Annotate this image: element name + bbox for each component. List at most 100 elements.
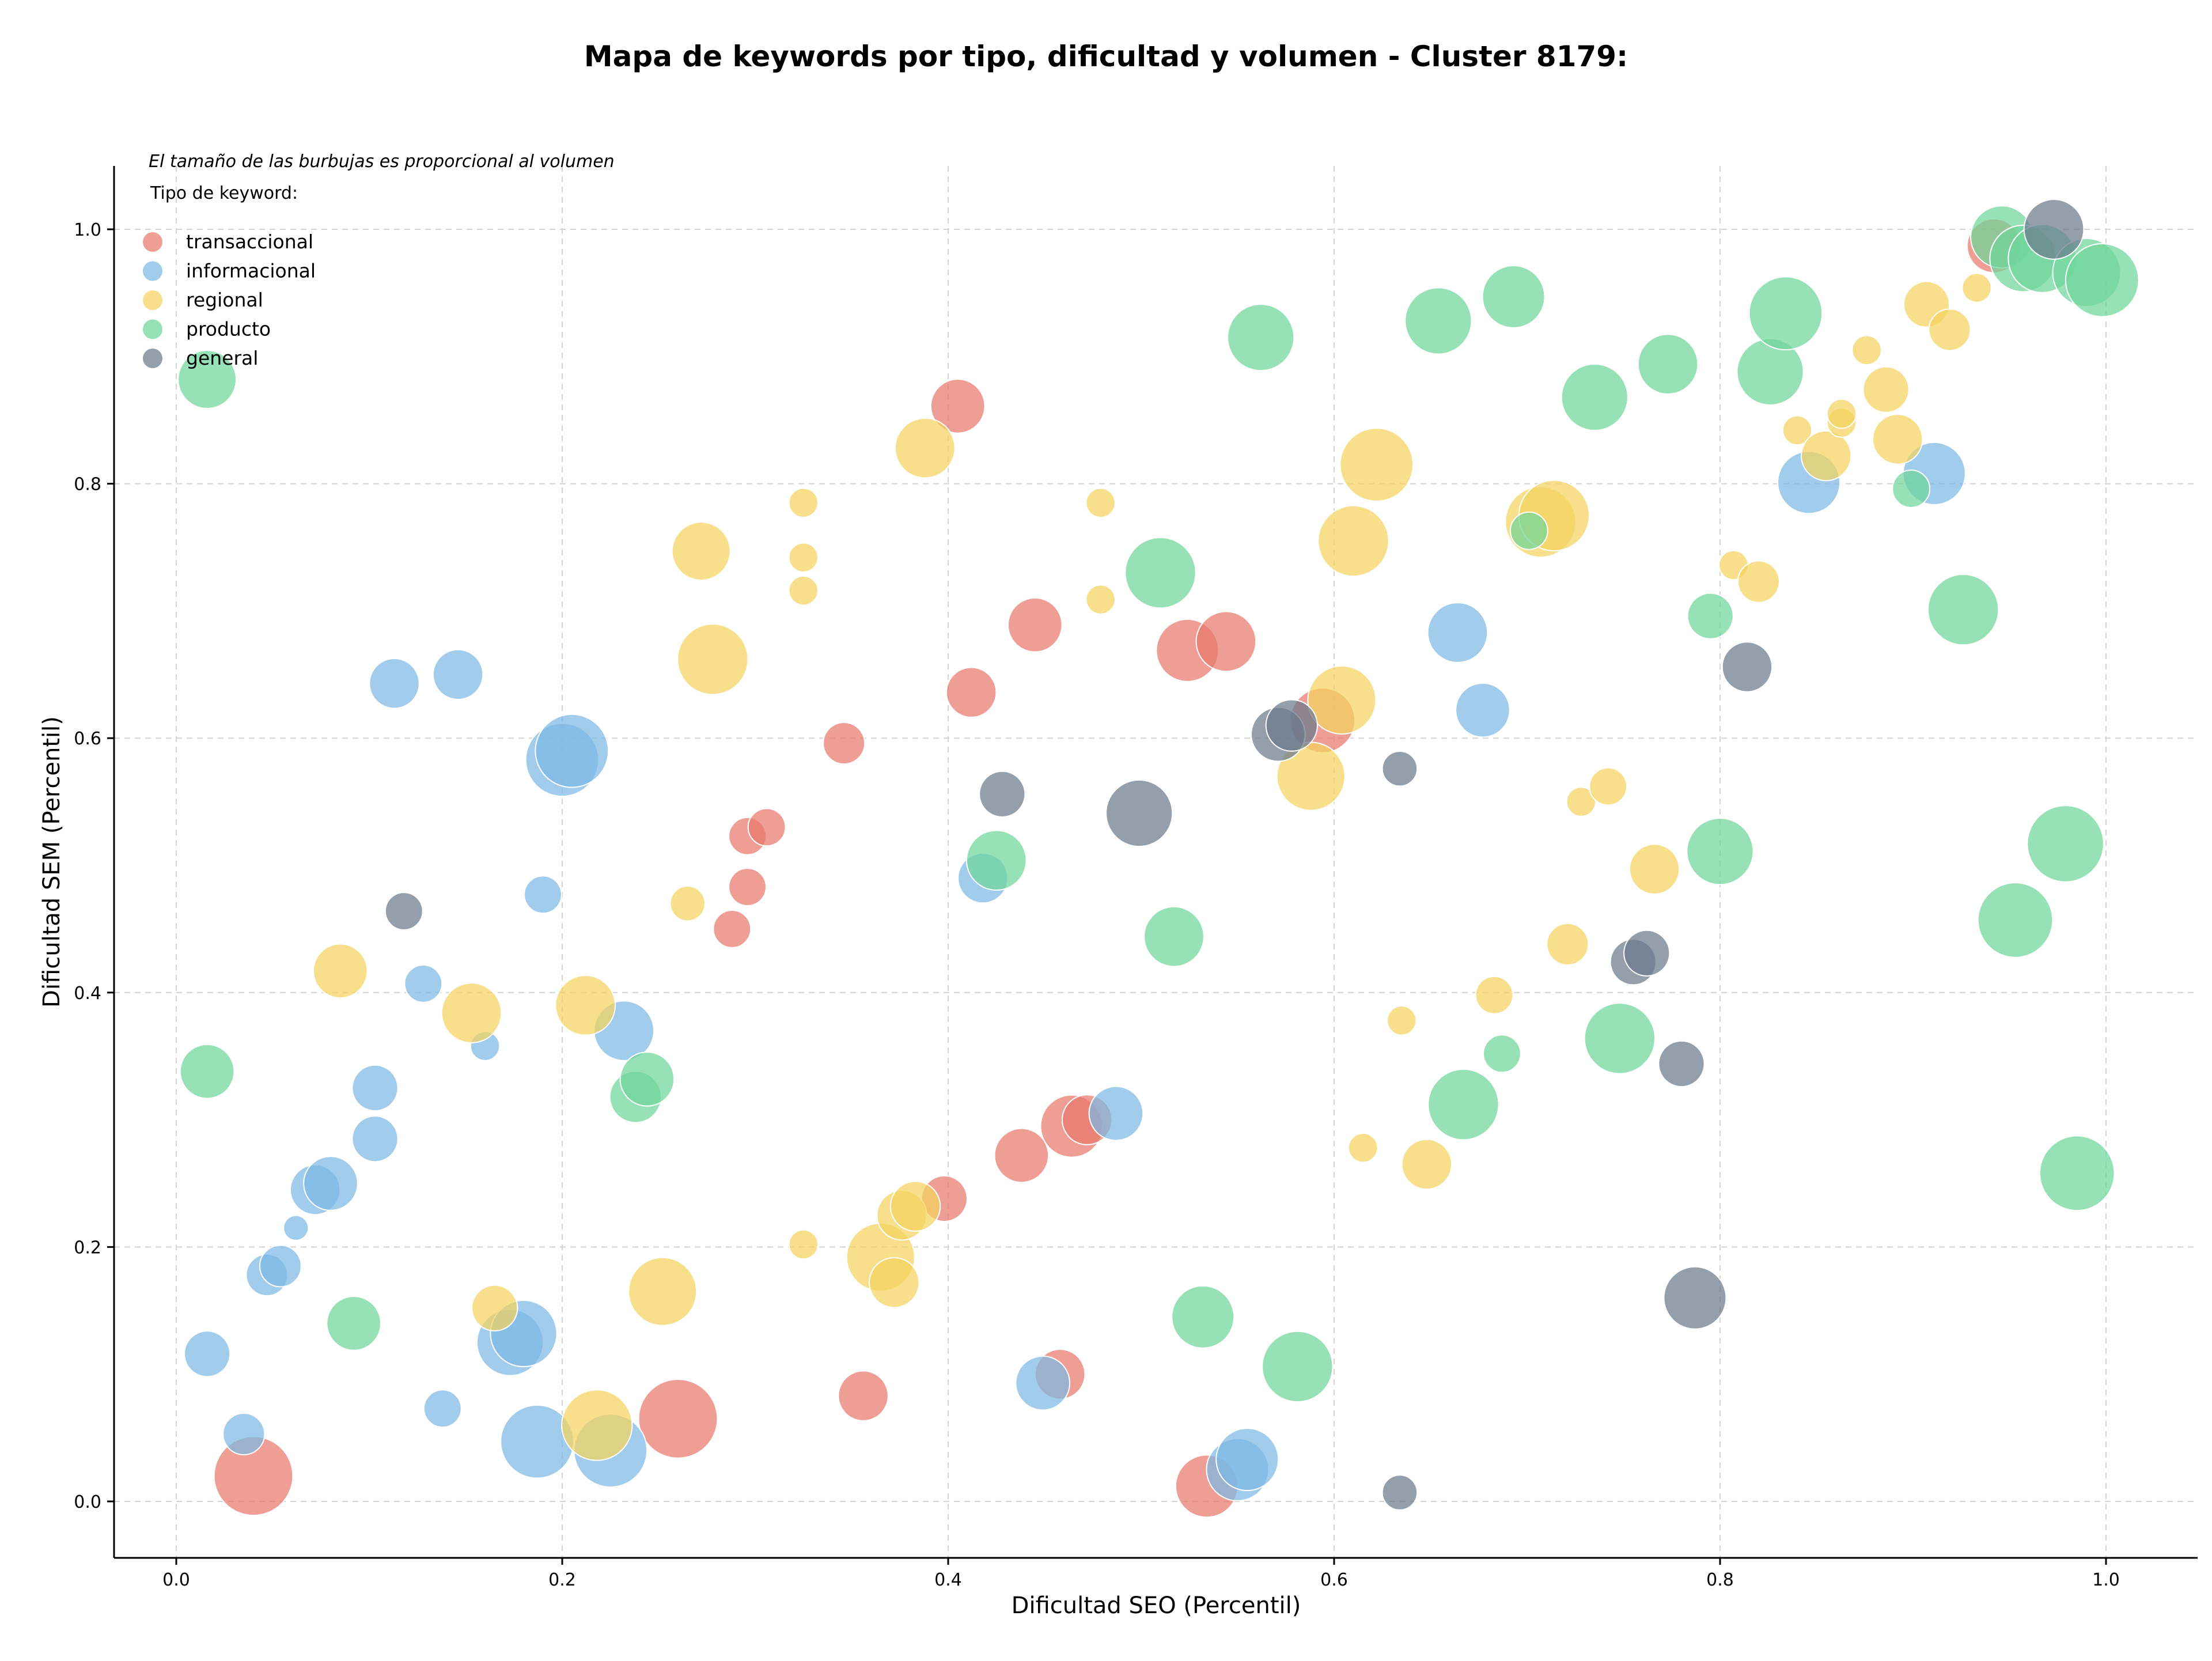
bubble-producto[interactable] [179, 1043, 235, 1099]
bubble-regional[interactable] [1307, 665, 1377, 735]
bubble-regional[interactable] [561, 1389, 633, 1461]
bubble-informacional[interactable] [283, 1214, 309, 1241]
bubble-regional[interactable] [1317, 505, 1389, 577]
bubble-producto[interactable] [2065, 243, 2139, 317]
bubble-informacional[interactable] [351, 1064, 399, 1112]
bubble-general[interactable] [1381, 1474, 1418, 1511]
bubble-producto[interactable] [1143, 906, 1205, 967]
bubble-general[interactable] [1265, 699, 1318, 752]
bubble-informacional[interactable] [222, 1412, 266, 1455]
bubble-producto[interactable] [2027, 805, 2104, 883]
bubble-producto[interactable] [1262, 1330, 1334, 1403]
bubble-producto[interactable] [1509, 511, 1548, 550]
bubble-producto[interactable] [177, 350, 237, 409]
bubble-informacional[interactable] [259, 1244, 302, 1288]
bubble-informacional[interactable] [432, 649, 484, 701]
bubble-regional[interactable] [1801, 430, 1852, 482]
bubble-producto[interactable] [1482, 265, 1546, 329]
bubble-regional[interactable] [1566, 786, 1597, 817]
bubble-regional[interactable] [1085, 584, 1116, 615]
bubble-general[interactable] [1721, 641, 1773, 693]
bubble-general[interactable] [384, 892, 423, 930]
bubble-producto[interactable] [1686, 818, 1754, 886]
bubble-regional[interactable] [1387, 1005, 1417, 1036]
bubble-informacional[interactable] [303, 1156, 358, 1211]
bubble-informacional[interactable] [1088, 1085, 1144, 1141]
bubble-regional[interactable] [1628, 843, 1680, 895]
bubble-regional[interactable] [1401, 1138, 1453, 1190]
bubble-informacional[interactable] [1427, 602, 1488, 663]
bubble-transaccional[interactable] [946, 667, 997, 718]
bubble-producto[interactable] [1227, 304, 1295, 372]
bubble-regional[interactable] [1851, 335, 1882, 365]
bubble-producto[interactable] [1560, 363, 1628, 432]
bubble-general[interactable] [979, 770, 1026, 818]
bubble-transaccional[interactable] [930, 379, 986, 434]
bubble-regional[interactable] [1589, 767, 1628, 806]
bubble-transaccional[interactable] [638, 1379, 718, 1459]
bubble-regional[interactable] [894, 417, 956, 479]
bubble-producto[interactable] [1687, 592, 1734, 640]
bubble-producto[interactable] [1404, 287, 1472, 355]
bubble-regional[interactable] [312, 943, 368, 999]
bubble-producto[interactable] [1584, 1002, 1656, 1074]
bubble-regional[interactable] [677, 623, 749, 695]
bubble-producto[interactable] [1748, 276, 1823, 351]
bubble-transaccional[interactable] [728, 868, 767, 906]
bubble-regional[interactable] [788, 487, 819, 518]
bubble-producto[interactable] [1124, 536, 1196, 609]
bubble-transaccional[interactable] [994, 1127, 1050, 1183]
bubble-regional[interactable] [1782, 415, 1813, 446]
bubble-regional[interactable] [1348, 1132, 1378, 1163]
bubble-regional[interactable] [889, 1181, 941, 1232]
bubble-regional[interactable] [1826, 398, 1857, 429]
bubble-producto[interactable] [1927, 573, 1999, 646]
bubble-regional[interactable] [555, 975, 616, 1036]
bubble-informacional[interactable] [1215, 1428, 1279, 1492]
bubble-regional[interactable] [788, 1229, 819, 1260]
bubble-transaccional[interactable] [823, 722, 866, 765]
bubble-regional[interactable] [788, 575, 819, 606]
bubble-producto[interactable] [1637, 334, 1699, 395]
bubble-informacional[interactable] [1015, 1355, 1070, 1411]
bubble-regional[interactable] [1475, 975, 1514, 1015]
bubble-transaccional[interactable] [838, 1370, 889, 1421]
bubble-informacional[interactable] [535, 713, 609, 788]
bubble-regional[interactable] [1339, 427, 1414, 502]
bubble-producto[interactable] [965, 830, 1027, 891]
bubble-regional[interactable] [1737, 560, 1780, 603]
bubble-general[interactable] [1658, 1040, 1705, 1088]
bubble-regional[interactable] [1872, 414, 1923, 465]
bubble-informacional[interactable] [1455, 682, 1510, 738]
bubble-producto[interactable] [1892, 470, 1931, 508]
bubble-regional[interactable] [1862, 366, 1910, 413]
bubble-regional[interactable] [671, 521, 731, 581]
bubble-producto[interactable] [619, 1051, 675, 1107]
bubble-general[interactable] [1105, 779, 1173, 847]
bubble-transaccional[interactable] [713, 910, 752, 948]
bubble-regional[interactable] [441, 982, 502, 1043]
bubble-transaccional[interactable] [1195, 611, 1257, 672]
bubble-producto[interactable] [2039, 1135, 2115, 1212]
bubble-informacional[interactable] [184, 1330, 231, 1378]
bubble-informacional[interactable] [404, 964, 443, 1003]
bubble-producto[interactable] [1977, 882, 2054, 958]
bubble-regional[interactable] [669, 886, 706, 922]
bubble-general[interactable] [1381, 750, 1418, 787]
bubble-regional[interactable] [1546, 922, 1589, 966]
bubble-informacional[interactable] [524, 875, 562, 914]
bubble-general[interactable] [1663, 1266, 1727, 1330]
bubble-producto[interactable] [1427, 1068, 1499, 1141]
bubble-regional[interactable] [1085, 487, 1116, 518]
bubble-regional[interactable] [788, 542, 819, 573]
bubble-informacional[interactable] [369, 658, 420, 709]
bubble-regional[interactable] [1961, 273, 1992, 303]
bubble-producto[interactable] [1483, 1034, 1521, 1073]
bubble-regional[interactable] [628, 1257, 698, 1326]
bubble-regional[interactable] [471, 1284, 518, 1331]
bubble-producto[interactable] [326, 1296, 382, 1351]
bubble-general[interactable] [1623, 929, 1671, 977]
bubble-transaccional[interactable] [747, 808, 786, 847]
bubble-general[interactable] [2023, 199, 2085, 260]
bubble-informacional[interactable] [351, 1115, 399, 1163]
